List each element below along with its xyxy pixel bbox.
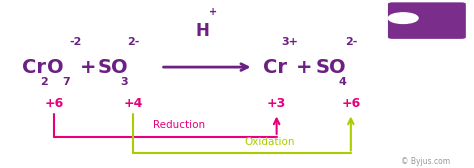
Text: 2-: 2- [128, 37, 140, 47]
Text: 2-: 2- [345, 37, 358, 47]
Text: 4: 4 [338, 77, 346, 87]
FancyBboxPatch shape [388, 2, 466, 39]
Text: +6: +6 [341, 97, 360, 110]
Text: Cr: Cr [21, 58, 46, 77]
Text: 3+: 3+ [281, 37, 298, 47]
Text: © Byjus.com: © Byjus.com [401, 157, 450, 166]
Text: Cr: Cr [263, 58, 287, 77]
Text: +4: +4 [123, 97, 143, 110]
Text: B: B [401, 14, 406, 23]
Text: Oxidation: Oxidation [245, 137, 295, 147]
Text: +6: +6 [45, 97, 64, 110]
Text: The Learning App: The Learning App [428, 24, 465, 28]
Text: +: + [209, 7, 217, 17]
Text: 2: 2 [40, 77, 48, 87]
Text: SO: SO [316, 58, 346, 77]
Text: 3: 3 [120, 77, 128, 87]
Text: Reduction: Reduction [153, 120, 205, 130]
Circle shape [388, 13, 418, 23]
Text: +3: +3 [267, 97, 286, 110]
Text: H: H [195, 22, 210, 40]
Text: SO: SO [98, 58, 129, 77]
Text: +: + [296, 58, 313, 77]
Text: -2: -2 [69, 37, 82, 47]
Text: 7: 7 [63, 77, 70, 87]
Text: +: + [80, 58, 96, 77]
Text: BYJU'S: BYJU'S [428, 10, 457, 19]
Text: O: O [47, 58, 64, 77]
